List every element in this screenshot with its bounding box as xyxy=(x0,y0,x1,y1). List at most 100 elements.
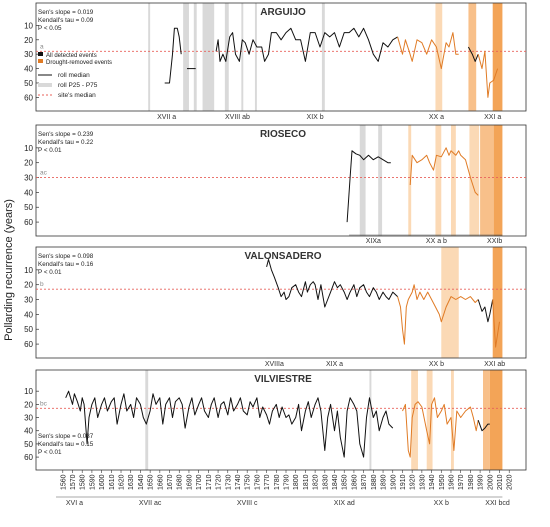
x-tick-label: 1660 xyxy=(157,474,164,490)
legend-drought-swatch xyxy=(38,59,43,63)
x-tick-label: 2010 xyxy=(497,474,504,490)
drought-removed-series xyxy=(477,50,499,98)
x-tick-label: 1760 xyxy=(254,474,261,490)
x-tick-label: 1850 xyxy=(342,474,349,490)
y-tick-label: 40 xyxy=(24,188,33,197)
x-tick-label: 1800 xyxy=(293,474,300,490)
y-tick-label: 50 xyxy=(24,325,33,334)
y-tick-label: 60 xyxy=(24,453,33,462)
band-orange_light xyxy=(408,125,412,236)
x-tick-label: 1670 xyxy=(167,474,174,490)
stat-text: Sen's slope = 0.239 xyxy=(38,131,94,138)
stat-text: Sen's slope = 0.098 xyxy=(38,253,94,260)
y-tick-label: 50 xyxy=(24,79,33,88)
y-tick-label: 40 xyxy=(24,310,33,319)
x-tick-label: 1680 xyxy=(177,474,184,490)
panel-valonsadero: 10 20 30 40 50 60 b VALONSADERO Sen's slope = 0.… xyxy=(24,246,527,368)
y-tick-label: 60 xyxy=(24,218,33,227)
band-grey xyxy=(148,3,151,111)
y-tick-label: 30 xyxy=(24,296,33,305)
panel-arguijo: 10 20 30 40 50 60 a ARGUIJO Sen's slope = 0.019K… xyxy=(24,2,527,121)
period-label: XIX a xyxy=(326,361,343,368)
y-tick-label: 10 xyxy=(24,144,33,153)
band-orange_dark xyxy=(492,3,503,111)
x-tick-label: 1740 xyxy=(235,474,242,490)
band-orange_dark xyxy=(492,247,503,358)
x-tick-label: 1710 xyxy=(206,474,213,490)
band-grey xyxy=(254,3,257,111)
band-grey xyxy=(193,3,197,111)
period-label: XIX ad xyxy=(334,500,355,507)
x-tick-label: 1890 xyxy=(381,474,388,490)
y-tick-label: 60 xyxy=(24,93,33,102)
period-label: XVIII c xyxy=(237,500,258,507)
roll-median-series xyxy=(467,46,479,62)
x-tick-label: 2020 xyxy=(507,474,514,490)
y-tick-label: 20 xyxy=(24,36,33,45)
x-tick-label: 1990 xyxy=(478,474,485,490)
y-tick-label: 20 xyxy=(24,159,33,168)
period-label: XXI a xyxy=(484,114,501,121)
roll-median-series xyxy=(477,420,490,432)
x-tick-label: 1610 xyxy=(109,474,116,490)
y-tick-label: 50 xyxy=(24,203,33,212)
y-axis-title: Pollarding recurrence (years) xyxy=(0,180,18,360)
period-label: XVIII ab xyxy=(225,114,250,121)
band-orange_dark xyxy=(493,125,503,236)
x-tick-label: 1950 xyxy=(439,474,446,490)
legend-drought-label: Drought-removed events xyxy=(46,60,112,66)
period-label: XVII ac xyxy=(139,500,162,507)
x-tick-label: 1560 xyxy=(60,474,67,490)
x-tick-label: 1790 xyxy=(284,474,291,490)
x-tick-label: 1730 xyxy=(225,474,232,490)
y-tick-label: 20 xyxy=(24,400,33,409)
band-grey xyxy=(369,370,372,470)
band-orange_light xyxy=(435,125,442,236)
band-grey xyxy=(378,125,383,236)
x-tick-label: 1600 xyxy=(99,474,106,490)
x-tick-label: 1640 xyxy=(138,474,145,490)
drought-removed-series xyxy=(492,299,500,348)
x-tick-label: 1620 xyxy=(119,474,126,490)
stat-text: Kendall's tau = 0.09 xyxy=(38,17,94,24)
panel-rioseco: 10 20 30 40 50 60 ac RIOSECO Sen's slope = 0.239… xyxy=(24,124,527,245)
stat-text: P < 0.05 xyxy=(38,25,62,32)
x-tick-label: 1930 xyxy=(419,474,426,490)
legend-all-events-swatch xyxy=(38,52,43,56)
period-label: XX a xyxy=(429,114,444,121)
y-tick-label: 30 xyxy=(24,50,33,59)
period-label: XX a b xyxy=(426,238,447,245)
x-tick-label: 1860 xyxy=(351,474,358,490)
panel-title: VILVIESTRE xyxy=(254,374,312,385)
x-tick-label: 1590 xyxy=(89,474,96,490)
stat-text: Kendall's tau = 0.22 xyxy=(38,139,94,146)
x-tick-label: 1570 xyxy=(70,474,77,490)
group-label: a xyxy=(40,43,44,50)
panel-frame xyxy=(35,124,527,237)
period-label: XIX b xyxy=(307,114,324,121)
x-tick-label: 1830 xyxy=(322,474,329,490)
x-tick-label: 1820 xyxy=(313,474,320,490)
x-tick-label: 1870 xyxy=(361,474,368,490)
y-tick-label: 60 xyxy=(24,340,33,349)
panel-title: RIOSECO xyxy=(260,129,306,140)
x-tick-label: 1880 xyxy=(371,474,378,490)
x-axis: 1560 1570 1580 1590 1600 1610 1620 1630 1640 1650… xyxy=(60,470,514,490)
x-tick-label: 2000 xyxy=(487,474,494,490)
x-tick-label: 1700 xyxy=(196,474,203,490)
x-tick-label: 1580 xyxy=(80,474,87,490)
band-orange_mid xyxy=(468,3,477,111)
band-grey xyxy=(359,125,366,236)
band-orange_light xyxy=(450,125,456,236)
x-tick-label: 1900 xyxy=(390,474,397,490)
legend-roll-band-label: roll P25 - P75 xyxy=(58,82,98,89)
group-label: ac xyxy=(40,170,48,177)
x-tick-label: 1840 xyxy=(332,474,339,490)
band-orange_mid xyxy=(480,125,494,236)
period-label: XXI bcd xyxy=(485,500,510,507)
stat-text: P < 0.01 xyxy=(38,269,62,276)
band-orange_dark xyxy=(489,370,503,470)
band-grey xyxy=(321,3,325,111)
period-label: XIXa xyxy=(366,238,381,245)
group-label: bc xyxy=(40,400,48,407)
